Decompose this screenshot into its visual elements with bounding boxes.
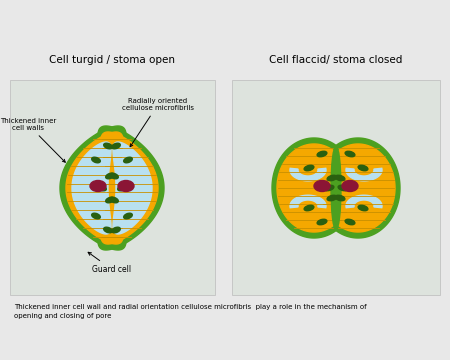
Ellipse shape [317, 151, 327, 157]
Ellipse shape [327, 175, 337, 181]
Text: Guard cell: Guard cell [88, 252, 131, 274]
Ellipse shape [106, 173, 114, 179]
Polygon shape [66, 132, 123, 244]
Polygon shape [290, 195, 326, 208]
Ellipse shape [335, 175, 345, 181]
Ellipse shape [104, 227, 112, 233]
Ellipse shape [331, 146, 341, 230]
Ellipse shape [338, 185, 348, 191]
Ellipse shape [324, 185, 334, 191]
Ellipse shape [104, 143, 112, 149]
Ellipse shape [304, 165, 314, 171]
Polygon shape [98, 126, 164, 250]
Polygon shape [316, 138, 400, 238]
Bar [232, 80, 440, 295]
Ellipse shape [314, 180, 330, 192]
Ellipse shape [335, 195, 345, 201]
Ellipse shape [345, 219, 355, 225]
Ellipse shape [345, 151, 355, 157]
Ellipse shape [317, 219, 327, 225]
Ellipse shape [342, 180, 358, 192]
Ellipse shape [327, 195, 337, 201]
Ellipse shape [118, 185, 126, 191]
Ellipse shape [110, 173, 118, 179]
Polygon shape [60, 126, 126, 250]
Polygon shape [101, 132, 158, 244]
Ellipse shape [124, 157, 132, 163]
Ellipse shape [112, 227, 120, 233]
Ellipse shape [118, 180, 134, 192]
Polygon shape [72, 142, 111, 234]
Ellipse shape [106, 197, 114, 203]
Text: Cell turgid / stoma open: Cell turgid / stoma open [49, 55, 175, 65]
Ellipse shape [90, 180, 106, 192]
Ellipse shape [110, 197, 118, 203]
Polygon shape [346, 168, 382, 181]
Ellipse shape [92, 157, 100, 163]
Polygon shape [277, 144, 351, 232]
Ellipse shape [92, 213, 100, 219]
Text: Thickened inner cell wall and radial orientation cellulose microfibris  play a r: Thickened inner cell wall and radial ori… [14, 304, 367, 319]
Ellipse shape [304, 205, 314, 211]
Text: Radially oriented
cellulose microfibrils: Radially oriented cellulose microfibrils [122, 98, 194, 147]
Text: Cell flaccid/ stoma closed: Cell flaccid/ stoma closed [269, 55, 403, 65]
Ellipse shape [98, 185, 106, 191]
Polygon shape [290, 168, 326, 181]
Ellipse shape [358, 165, 368, 171]
Text: Thickened inner
cell walls: Thickened inner cell walls [0, 118, 65, 162]
Ellipse shape [358, 205, 368, 211]
Ellipse shape [112, 143, 120, 149]
Polygon shape [321, 144, 395, 232]
Polygon shape [272, 138, 356, 238]
Polygon shape [346, 195, 382, 208]
Bar [10, 80, 215, 295]
Ellipse shape [124, 213, 132, 219]
Polygon shape [113, 142, 152, 234]
